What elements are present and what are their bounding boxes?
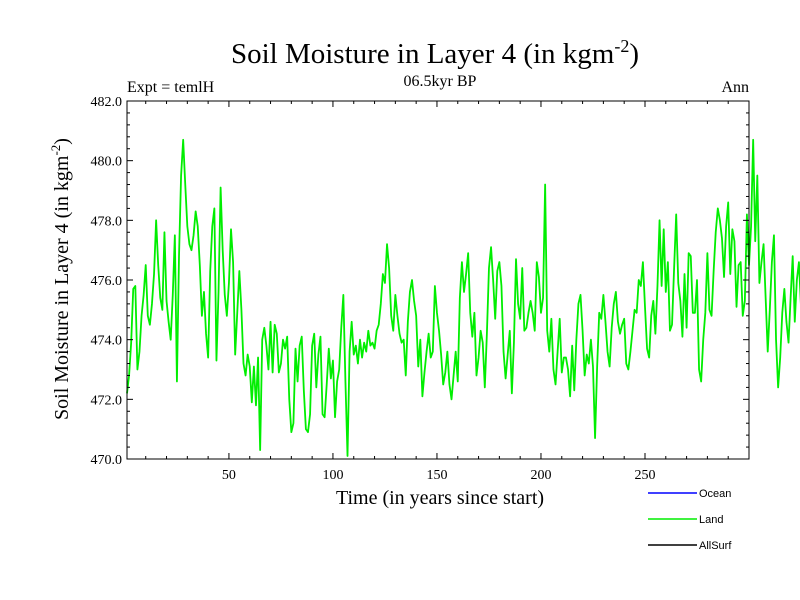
x-tick-label: 150 xyxy=(426,468,447,483)
experiment-label: Expt = temlH xyxy=(127,79,215,96)
y-axis-label-close: ) xyxy=(51,138,73,145)
legend-label-allsurf: AllSurf xyxy=(699,540,732,552)
y-tick-label: 482.0 xyxy=(91,95,123,110)
x-tick-label: 250 xyxy=(634,468,655,483)
legend-label-land: Land xyxy=(699,514,723,526)
chart-title-close: ) xyxy=(629,38,639,70)
y-tick-label: 474.0 xyxy=(91,334,123,349)
y-tick-label: 480.0 xyxy=(91,155,123,170)
chart-subtitle: 06.5kyr BP xyxy=(404,73,477,90)
x-tick-label: 100 xyxy=(322,468,343,483)
y-tick-label: 476.0 xyxy=(91,274,123,289)
y-axis-label-sup: -2 xyxy=(48,145,63,156)
series-line-land xyxy=(126,138,800,457)
season-label: Ann xyxy=(721,79,749,96)
chart-title: Soil Moisture in Layer 4 (in kgm-2) xyxy=(231,36,639,70)
legend-label-ocean: Ocean xyxy=(699,488,731,500)
y-axis-label: Soil Moisture in Layer 4 (in kgm-2) xyxy=(48,138,73,420)
y-tick-label: 478.0 xyxy=(91,214,123,229)
plot-area: 50 100 150 200 250 470.0 472.0 474.0 476.0 478.0 4… xyxy=(91,95,800,483)
legend: Ocean Land AllSurf xyxy=(648,488,732,552)
y-tick-label: 470.0 xyxy=(91,453,123,468)
x-tick-label: 50 xyxy=(222,468,236,483)
chart-title-sup: -2 xyxy=(614,36,629,56)
x-axis-label: Time (in years since start) xyxy=(336,487,544,509)
x-tick-label: 200 xyxy=(530,468,551,483)
y-tick-label: 472.0 xyxy=(91,393,123,408)
plot-frame xyxy=(126,100,750,460)
